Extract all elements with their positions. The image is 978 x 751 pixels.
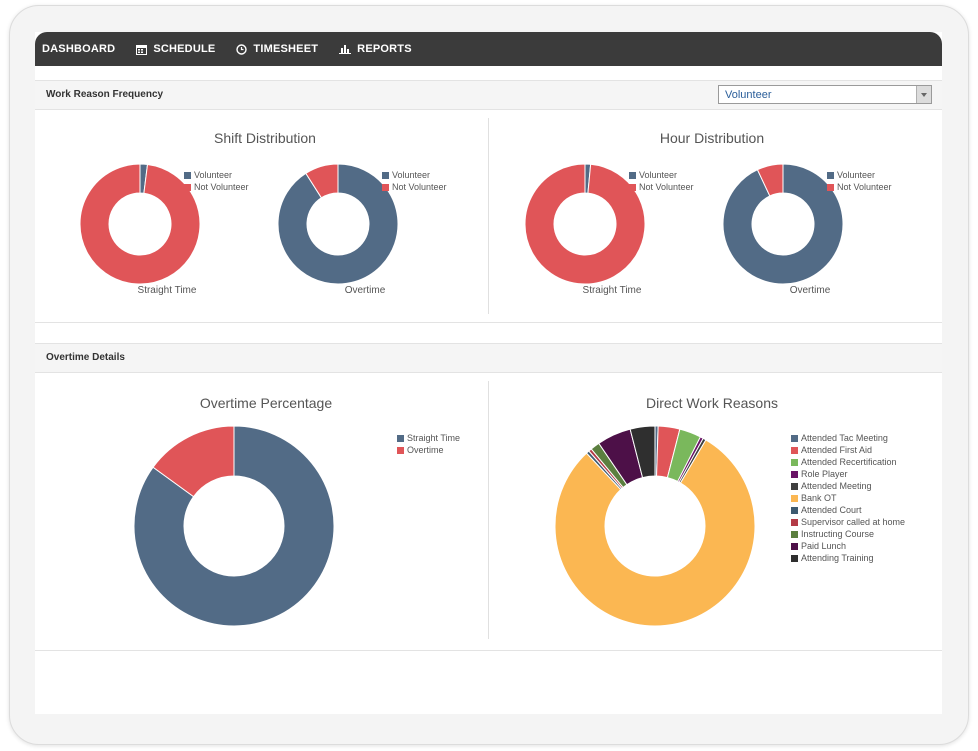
legend-swatch [184,171,191,179]
legend-label: Supervisor called at home [801,517,906,527]
nav-reports[interactable]: REPORTS [339,43,412,55]
legend-label: Not Volunteer [194,182,249,192]
hour-st-legend: Volunteer Not Volunteer [629,169,694,193]
overtime-details-title: Overtime Details [46,352,125,363]
legend-swatch [791,494,798,502]
hour-ot-slice-0 [723,164,843,284]
legend-label: Bank OT [801,493,837,503]
shift-ot-caption: Overtime [344,285,386,296]
hour-distribution-title: Hour Distribution [659,130,765,146]
bar-chart-icon [339,45,352,54]
app-screen: DASHBOARD SCHEDULE TIMESHEET [35,32,942,714]
legend-label: Volunteer [194,170,233,180]
legend-swatch [827,183,834,191]
shift-st-slice-1 [80,164,200,284]
dwr-slice-5 [555,439,755,626]
nav-dashboard-label: DASHBOARD [42,43,116,55]
hour-ot-caption: Overtime [789,285,831,296]
legend-label: Overtime [407,445,444,455]
legend-swatch [827,171,834,179]
overtime-panel: Overtime Percentage Straight Time Overti… [35,373,942,651]
legend-label: Volunteer [639,170,678,180]
overtime-details-header: Overtime Details [35,343,942,373]
legend-label: Volunteer [392,170,431,180]
distribution-panel: Shift Distribution Hour Distribution Vol… [35,110,942,323]
overtime-percentage-donut [134,426,334,626]
legend-swatch [791,482,798,490]
legend-label: Instructing Course [801,529,875,539]
hour-straight-time-donut [525,164,645,284]
work-reason-title: Work Reason Frequency [46,89,164,100]
legend-swatch [397,446,404,454]
nav-timesheet[interactable]: TIMESHEET [236,43,318,55]
overtime-percentage-legend: Straight Time Overtime [397,432,460,456]
shift-distribution-title: Shift Distribution [214,130,316,146]
legend-swatch [791,446,798,454]
hour-ot-legend: Volunteer Not Volunteer [827,169,892,193]
direct-work-reasons-donut [555,426,755,626]
legend-swatch [382,171,389,179]
legend-swatch [791,530,798,538]
hour-st-slice-1 [525,164,645,284]
legend-label: Not Volunteer [392,182,447,192]
legend-label: Not Volunteer [639,182,694,192]
legend-swatch [184,183,191,191]
shift-ot-slice-0 [278,164,398,284]
shift-st-caption: Straight Time [137,285,197,296]
shift-overtime-donut [278,164,398,284]
shift-ot-slice-1 [305,164,339,199]
nav-schedule-label: SCHEDULE [153,43,216,55]
legend-swatch [791,542,798,550]
panel-divider [488,381,489,639]
calendar-icon [136,44,148,55]
legend-swatch [629,171,636,179]
top-navbar: DASHBOARD SCHEDULE TIMESHEET [35,32,942,66]
hour-overtime-donut [723,164,843,284]
legend-label: Not Volunteer [837,182,892,192]
direct-work-reasons-legend: Attended Tac Meeting Attended First Aid At… [791,432,905,564]
nav-dashboard[interactable]: DASHBOARD [42,43,115,55]
shift-st-legend: Volunteer Not Volunteer [184,169,249,193]
legend-swatch [629,183,636,191]
legend-label: Attended Court [801,505,862,515]
legend-label: Paid Lunch [801,541,847,551]
panel-divider [488,118,489,314]
legend-label: Volunteer [837,170,876,180]
legend-label: Role Player [801,469,848,479]
clock-icon [236,43,248,55]
nav-reports-label: REPORTS [357,43,412,55]
legend-swatch [791,506,798,514]
ot-pct-slice-1 [152,426,235,498]
reason-filter-value: Volunteer [725,89,772,101]
hour-st-caption: Straight Time [582,285,642,296]
legend-label: Attended Meeting [801,481,872,491]
nav-timesheet-label: TIMESHEET [253,43,319,55]
legend-swatch [382,183,389,191]
legend-label: Straight Time [407,433,461,443]
legend-swatch [791,554,798,562]
chevron-down-icon[interactable] [916,86,931,103]
legend-swatch [791,458,798,466]
nav-schedule[interactable]: SCHEDULE [136,43,215,55]
legend-label: Attended Tac Meeting [801,433,888,443]
legend-label: Attended Recertification [801,457,897,467]
legend-swatch [791,470,798,478]
reason-filter-select[interactable]: Volunteer [718,85,932,104]
legend-label: Attending Training [801,553,874,563]
work-reason-header: Work Reason Frequency Volunteer [35,80,942,110]
legend-swatch [791,518,798,526]
hour-ot-slice-1 [756,164,784,197]
legend-swatch [397,434,404,442]
dwr-slice-10 [629,426,656,479]
legend-swatch [791,434,798,442]
direct-work-reasons-title: Direct Work Reasons [645,395,778,411]
ot-pct-slice-0 [134,426,334,626]
shift-straight-time-donut [80,164,200,284]
shift-ot-legend: Volunteer Not Volunteer [382,169,447,193]
overtime-percentage-title: Overtime Percentage [199,395,333,411]
legend-label: Attended First Aid [801,445,873,455]
